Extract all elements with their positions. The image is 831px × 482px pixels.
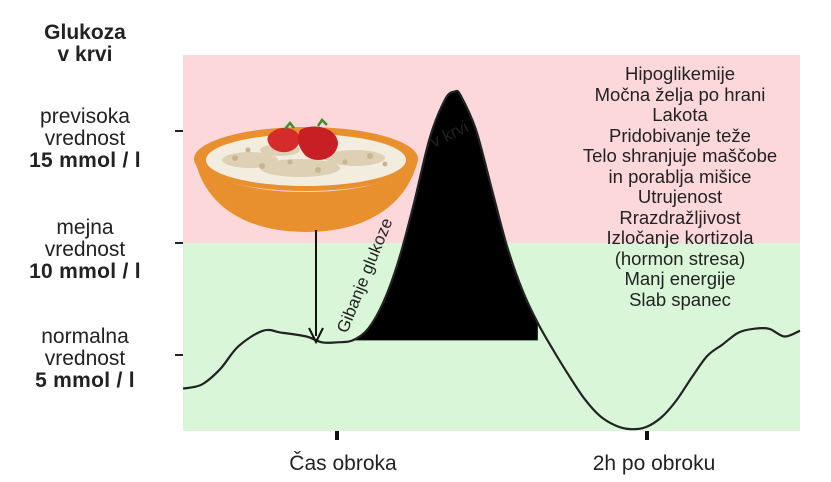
y-axis-title: Glukoza v krvi [0,22,170,66]
symptom-item: Utrujenost [637,186,723,207]
x-tick-meal-time [335,431,339,440]
x-tick-label-meal: Čas obroka [289,452,397,475]
y-label-limit-value: 10 mmol / l [29,260,141,283]
x-tick-2h-after [645,431,649,440]
y-title-line-2: v krvi [57,43,113,66]
oatmeal-bowl-icon [194,118,418,232]
symptom-item: in porablja mišice [608,165,752,187]
y-label-normal: normalna vrednost 5 mmol / l [0,326,170,392]
symptom-item: Manj energije [624,268,736,289]
y-label-limit: mejna vrednost 10 mmol / l [0,217,170,283]
y-title-line-1: Glukoza [44,21,126,44]
y-label-normal-line2: vrednost [44,347,126,370]
y-label-limit-line2: vrednost [44,238,126,261]
symptoms-list: Hipoglikemije Močna želja po hrani Lakota P… [560,63,800,310]
y-label-high-line1: previsoka [40,105,130,128]
symptom-item: Telo shranjuje maščobe [582,145,778,166]
symptom-item: (hormon stresa) [614,247,746,269]
symptom-item: Pridobivanje teže [609,124,751,146]
symptom-item: Izločanje kortizola [606,227,754,248]
y-label-normal-value: 5 mmol / l [35,369,135,392]
symptom-item: Rrazdražljivost [619,206,741,228]
symptom-item: Hipoglikemije [624,63,735,84]
symptom-item: Slab spanec [629,288,731,310]
y-label-high: previsoka vrednost 15 mmol / l [0,106,170,172]
y-label-high-line2: vrednost [44,127,126,150]
x-tick-label-2h: 2h po obroku [592,452,716,475]
meal-arrow-head [308,327,324,345]
peak-fill-area [352,90,538,341]
y-label-normal-line1: normalna [41,325,129,348]
y-label-high-value: 15 mmol / l [29,149,141,172]
y-label-limit-line1: mejna [56,216,114,239]
symptom-item: Lakota [652,104,708,125]
symptom-item: Močna želja po hrani [594,83,766,105]
